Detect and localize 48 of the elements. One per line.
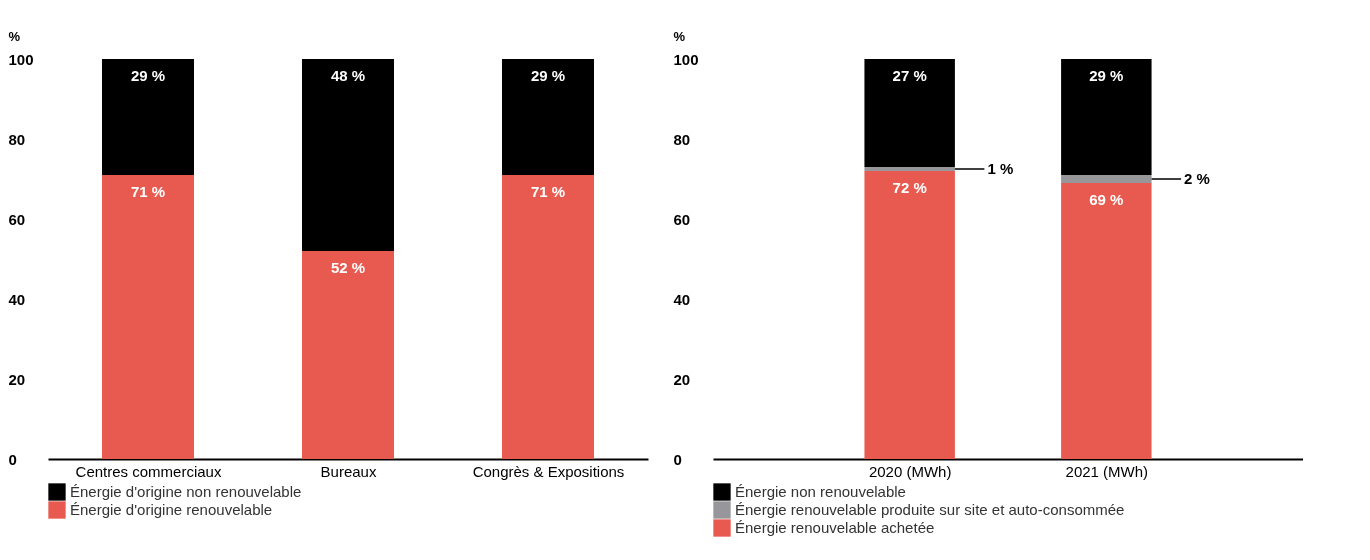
bar — [864, 59, 955, 167]
data-label: 1 % — [987, 160, 1014, 177]
y-tick-label: 20 — [8, 370, 26, 388]
data-label: 52 % — [330, 259, 366, 276]
data-label: 29 % — [1089, 67, 1124, 84]
bar — [302, 251, 394, 459]
y-axis-title: % — [8, 28, 21, 44]
data-label: 72 % — [892, 179, 927, 196]
bar — [102, 175, 194, 459]
legend-label: Énergie d'origine renouvelable — [70, 501, 273, 518]
x-tick-label: Centres commerciaux — [75, 462, 222, 480]
bar — [102, 59, 194, 175]
data-label: 29 % — [130, 67, 166, 84]
x-tick-label: Bureaux — [320, 462, 377, 480]
y-tick-label: 20 — [673, 370, 691, 388]
data-label: 2 % — [1184, 170, 1210, 187]
bar — [502, 175, 594, 459]
data-label: 71 % — [130, 183, 166, 200]
bar — [502, 59, 594, 175]
data-label: 48 % — [330, 67, 366, 84]
y-axis-title: % — [673, 28, 686, 44]
legend-label: Énergie d'origine non renouvelable — [70, 483, 302, 500]
x-tick-label: 2021 (MWh) — [1065, 462, 1149, 480]
bar — [302, 59, 394, 251]
x-tick-label: Congrès & Expositions — [472, 462, 625, 480]
y-tick-label: 80 — [8, 130, 26, 148]
legend-label: Énergie renouvelable achetée — [735, 519, 935, 536]
y-tick-label: 60 — [8, 210, 26, 228]
data-label: 71 % — [530, 183, 566, 200]
y-tick-label: 0 — [8, 450, 17, 468]
bar — [1061, 175, 1152, 183]
y-tick-label: 80 — [673, 130, 691, 148]
y-tick-label: 0 — [673, 450, 682, 468]
data-label: 27 % — [892, 67, 927, 84]
data-label: 29 % — [530, 67, 566, 84]
legend-label: Énergie non renouvelable — [735, 483, 906, 500]
y-tick-label: 100 — [8, 50, 34, 68]
y-tick-label: 40 — [673, 290, 691, 308]
bar — [864, 171, 955, 459]
bar — [1061, 183, 1152, 459]
y-tick-label: 60 — [673, 210, 691, 228]
y-tick-label: 100 — [673, 50, 699, 68]
legend-label: Énergie renouvelable produite sur site et auto-consommée — [735, 501, 1125, 518]
bar — [864, 167, 955, 171]
bar — [1061, 59, 1152, 175]
x-tick-label: 2020 (MWh) — [868, 462, 952, 480]
y-tick-label: 40 — [8, 290, 26, 308]
data-label: 69 % — [1089, 191, 1124, 208]
